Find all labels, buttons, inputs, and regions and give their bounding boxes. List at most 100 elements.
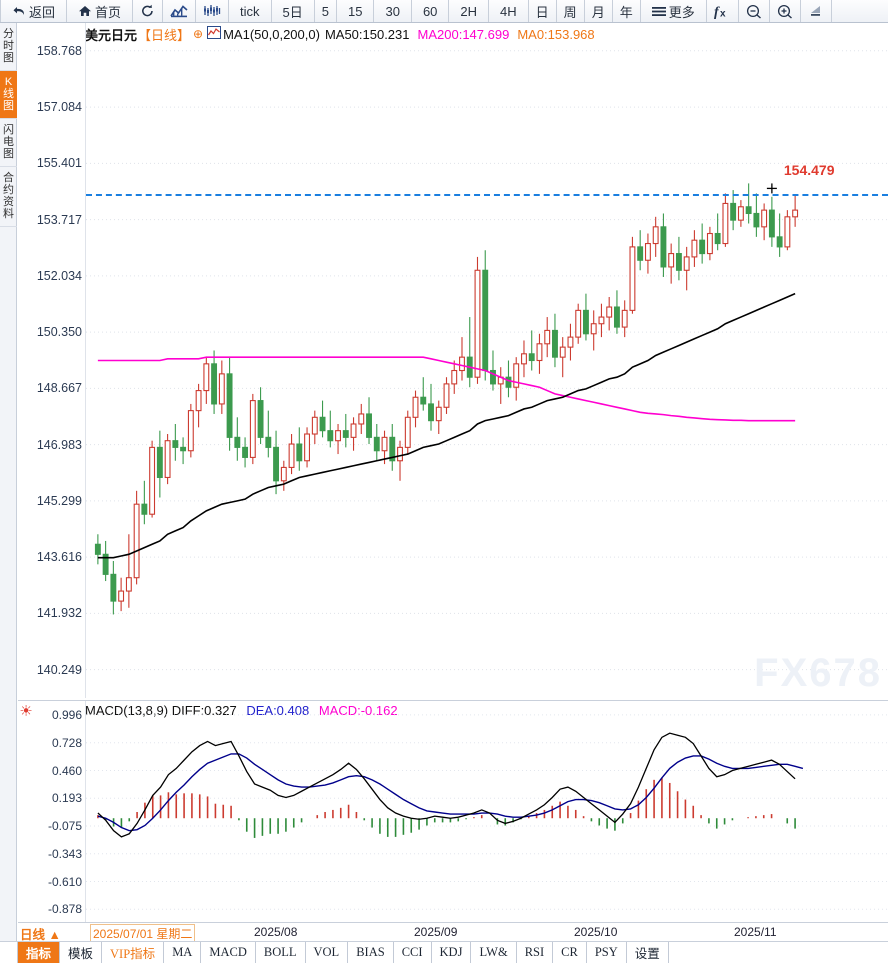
zoom-in-button[interactable] [769,0,801,22]
bottom-tab-6[interactable]: VOL [306,942,349,963]
toolbar-item-label: 更多 [668,4,695,20]
period-month[interactable]: 月 [584,0,613,22]
period-15min[interactable]: 15 [337,0,375,22]
bottom-tab-9[interactable]: KDJ [432,942,472,963]
bottom-tab-7[interactable]: BIAS [348,942,394,963]
bottom-tab-label: RSI [524,945,545,959]
bottom-tab-3[interactable]: MA [164,942,202,963]
bottom-tab-0[interactable]: 指标 [18,942,61,963]
bottom-tab-label: VOL [313,945,340,959]
bar-chart-button[interactable] [163,0,197,22]
toolbar-item-label: 首页 [95,4,122,20]
price-axis-label: 145.299 [36,493,82,508]
price-axis-label: 140.249 [36,662,82,677]
macd-axis-label: 0.193 [51,791,82,806]
toolbar-item-label: 日 [535,4,549,20]
price-axis-label: 158.768 [36,43,82,58]
macd-plot-area[interactable] [85,701,888,923]
period-week[interactable]: 周 [556,0,585,22]
period-4h[interactable]: 4H [489,0,529,22]
top-toolbar: 返回 首页 tick 5日 5 15 30 60 2H 4H 日周月年 更多 f x [0,0,888,23]
indicator-icon[interactable] [207,26,222,42]
settings-sun-icon[interactable]: ☀ [19,703,33,720]
macd-title: MACD(13,8,9) DIFF:0.327 [85,703,237,718]
bar-chart-icon [170,4,188,18]
date-tick: 2025/08 [254,925,298,939]
back-button[interactable]: 返回 [0,0,68,22]
macd-y-axis: 0.996 0.728 0.460 0.193 -0.075 -0.343 -0.610 -0… [18,701,85,923]
bottom-tab-10[interactable]: LW& [471,942,517,963]
refresh-button[interactable] [133,0,164,22]
zoom-out-button[interactable] [738,0,770,22]
period-60min[interactable]: 60 [411,0,450,22]
sidebar-item-3[interactable]: 合约资料 [0,167,17,227]
macd-axis-label: 0.728 [51,735,82,750]
price-axis-label: 146.983 [36,437,82,452]
price-plot-area[interactable]: 154.479 FX678 [85,23,888,698]
toolbar-item-label: tick [240,3,260,19]
price-axis-label: 148.667 [36,381,82,396]
bottom-tab-5[interactable]: BOLL [256,942,306,963]
home-button[interactable]: 首页 [67,0,134,22]
price-y-axis[interactable]: 158.768 157.084 155.401 153.717 152.034 150.3… [18,23,85,698]
period-2h[interactable]: 2H [449,0,490,22]
price-axis-label: 153.717 [36,212,82,227]
bottom-tab-11[interactable]: RSI [517,942,554,963]
date-tick: 2025/10 [574,925,618,939]
macd-dea-value: DEA:0.408 [246,703,310,718]
sidebar-item-2[interactable]: 闪电图 [0,119,17,167]
toolbar-item-label: 30 [385,3,400,19]
crosshair-icon[interactable]: ⊕ [193,27,204,41]
sidebar-item-label: 分时图 [3,28,14,64]
ma0-value: MA0:153.968 [517,26,595,42]
more-button[interactable]: 更多 [640,0,707,22]
bottom-tab-14[interactable]: 设置 [627,942,669,963]
bottom-tab-1[interactable]: 模板 [60,942,103,963]
price-axis-label: 143.616 [36,550,82,565]
current-price-guide-line [86,194,888,197]
period-tick[interactable]: tick [229,0,272,22]
price-chart-pane[interactable]: 美元日元 【日线】 ⊕ MA1(50,0,200,0) MA50:150.231… [18,23,888,698]
bottom-tab-12[interactable]: CR [553,942,587,963]
price-axis-label: 155.401 [36,156,82,171]
bottom-tab-2[interactable]: VIP指标 [102,942,165,963]
bottom-tab-label: PSY [594,945,618,959]
period-badge[interactable]: 日线 ▲ [20,928,61,942]
period-5day[interactable]: 5日 [271,0,315,22]
chart-legend: 美元日元 【日线】 ⊕ MA1(50,0,200,0) MA50:150.231… [85,25,595,43]
candlestick-icon [203,4,221,18]
period-year[interactable]: 年 [612,0,641,22]
macd-pane[interactable]: ☀ MACD(13,8,9) DIFF:0.327 DEA:0.408 MACD… [18,700,888,923]
svg-text:x: x [720,8,726,19]
period-5min[interactable]: 5 [314,0,337,22]
bottom-tab-label: LW& [479,945,508,959]
current-price-label: 154.479 [783,162,835,179]
bottom-tab-bar: 指标 模板 VIP指标 MA MACD BOLL VOL BIAS CCI KDJ LW& RSI CR… [0,941,888,963]
sidebar-item-label: 闪电图 [3,124,14,160]
toolbar-item-label: 周 [563,4,577,20]
toolbar-item-label: 60 [422,3,438,19]
price-axis-label: 150.350 [36,325,82,340]
minimize-button[interactable] [800,0,832,22]
ma50-value: MA50:150.231 [324,26,410,42]
bottom-tab-label: MACD [209,945,247,959]
period-30min[interactable]: 30 [374,0,412,22]
sidebar-item-0[interactable]: 分时图 [0,23,17,71]
bottom-tab-13[interactable]: PSY [587,942,627,963]
bottom-tab-4[interactable]: MACD [201,942,256,963]
sidebar-item-label: K线图 [3,76,14,112]
candlestick-button[interactable] [196,0,230,22]
minimize-icon [808,4,824,18]
macd-axis-label: -0.878 [47,902,82,917]
period-day[interactable]: 日 [528,0,557,22]
sidebar-item-1[interactable]: K线图 [0,71,17,119]
bottom-tab-label: KDJ [439,945,463,959]
zoom-in-icon [777,4,793,19]
toolbar-item-label: 4H [500,3,517,19]
bottom-tab-label: 指标 [26,947,52,961]
bottom-tab-8[interactable]: CCI [394,942,432,963]
tabbar-leading-spacer [0,942,18,963]
tabbar-trailing-spacer [669,942,888,963]
